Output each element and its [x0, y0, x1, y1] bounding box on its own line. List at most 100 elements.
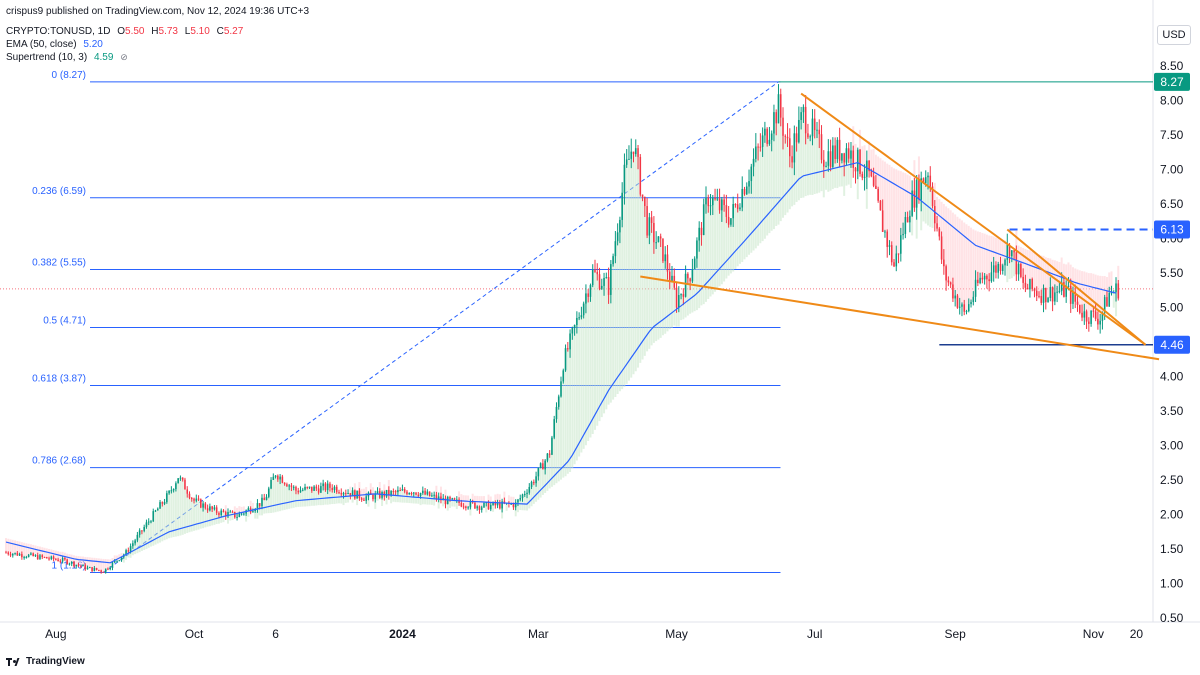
candle-body: [492, 502, 494, 506]
x-tick-label: 6: [272, 627, 279, 641]
candle-body: [104, 568, 107, 573]
candle-body: [5, 552, 7, 554]
ema-line: [5, 161, 1117, 564]
candle-body: [446, 496, 449, 505]
ema-label[interactable]: EMA (50, close): [6, 39, 77, 50]
candle-body: [489, 505, 492, 510]
candle-body: [727, 216, 730, 225]
candle-body: [761, 135, 764, 147]
candle-body: [274, 475, 277, 477]
candle-body: [614, 241, 617, 257]
candle-body: [159, 502, 161, 509]
supertrend-legend[interactable]: Supertrend (10, 3) 4.59 ⊘: [6, 51, 309, 64]
candle-body: [408, 493, 411, 495]
candle-body: [886, 231, 889, 247]
candle-body: [45, 557, 48, 559]
candle-body: [213, 507, 216, 510]
candle-body: [517, 499, 519, 503]
candle-body: [562, 370, 565, 382]
candle-body: [295, 486, 297, 491]
eye-off-icon[interactable]: ⊘: [120, 52, 128, 62]
candle-body: [958, 306, 961, 308]
candle-body: [822, 159, 825, 167]
candle-body: [564, 348, 567, 371]
x-tick-label: May: [665, 627, 688, 641]
candle-body: [277, 475, 279, 480]
publish-info: crispus9 published on TradingView.com, N…: [6, 6, 310, 17]
candle-body: [591, 269, 594, 286]
candle-body: [766, 128, 768, 144]
candle-body: [360, 498, 363, 500]
candle-body: [410, 493, 413, 495]
tradingview-logo-icon: [6, 657, 22, 666]
candle-body: [539, 463, 542, 468]
candle-body: [388, 489, 390, 496]
candle-body: [188, 493, 191, 498]
candle-body: [168, 490, 170, 494]
x-tick-label: Sep: [945, 627, 967, 641]
candle-body: [59, 561, 62, 563]
candle-body: [496, 503, 499, 506]
candle-body: [732, 204, 734, 219]
candle-body: [936, 223, 938, 229]
candle-body: [89, 567, 91, 569]
currency-button[interactable]: USD: [1157, 25, 1191, 45]
candle-body: [145, 522, 148, 527]
candle-body: [474, 502, 476, 509]
candle-body: [1101, 312, 1104, 321]
candle-body: [340, 492, 343, 495]
candle-body: [981, 277, 984, 280]
candle-body: [342, 492, 345, 495]
candle-body: [240, 513, 243, 515]
candle-body: [494, 502, 497, 506]
symbol-label[interactable]: CRYPTO:TONUSD, 1D: [6, 26, 111, 37]
candle-body: [23, 557, 25, 559]
fib-level-label: 0.786 (2.68): [32, 456, 86, 467]
price-marker-label: 8.27: [1160, 75, 1184, 89]
candle-body: [113, 560, 116, 563]
candle-body: [372, 494, 374, 500]
candle-body: [804, 106, 807, 134]
candle-body: [376, 491, 379, 494]
candle-body: [437, 496, 440, 500]
ema-legend[interactable]: EMA (50, close) 5.20: [6, 38, 309, 51]
candle-body: [551, 437, 553, 455]
candle-body: [34, 555, 37, 557]
candle-body: [770, 133, 773, 140]
candle-body: [206, 508, 209, 511]
y-tick-label: 7.50: [1160, 128, 1184, 142]
candle-body: [802, 106, 805, 113]
candle-body: [243, 513, 245, 515]
candle-body: [576, 317, 578, 326]
candle-body: [759, 146, 762, 148]
candle-body: [786, 136, 789, 139]
low-value: 5.10: [190, 26, 210, 37]
candle-body: [1108, 292, 1111, 307]
candle-body: [111, 562, 114, 568]
candle-body: [1020, 264, 1022, 277]
supertrend-label[interactable]: Supertrend (10, 3): [6, 52, 88, 63]
candle-body: [374, 493, 377, 500]
candle-body: [585, 293, 587, 304]
y-tick-label: 5.50: [1160, 266, 1184, 280]
candle-body: [856, 149, 859, 172]
candle-body: [832, 145, 834, 167]
candle-body: [25, 557, 28, 559]
candle-body: [195, 498, 198, 501]
candle-body: [664, 254, 667, 262]
candle-body: [791, 156, 793, 163]
candle-body: [193, 498, 195, 501]
candle-body: [200, 499, 202, 508]
candle-body: [143, 526, 145, 531]
candle-body: [1035, 290, 1038, 296]
candle-body: [684, 273, 687, 297]
y-tick-label: 8.50: [1160, 59, 1184, 73]
candle-body: [30, 553, 32, 555]
symbol-legend[interactable]: CRYPTO:TONUSD, 1D O5.50 H5.73 L5.10 C5.2…: [6, 25, 309, 38]
tradingview-logo[interactable]: TradingView: [6, 656, 85, 667]
candle-body: [150, 521, 152, 523]
candle-body: [628, 158, 630, 160]
candle-body: [1033, 289, 1036, 291]
candle-body: [401, 489, 404, 491]
